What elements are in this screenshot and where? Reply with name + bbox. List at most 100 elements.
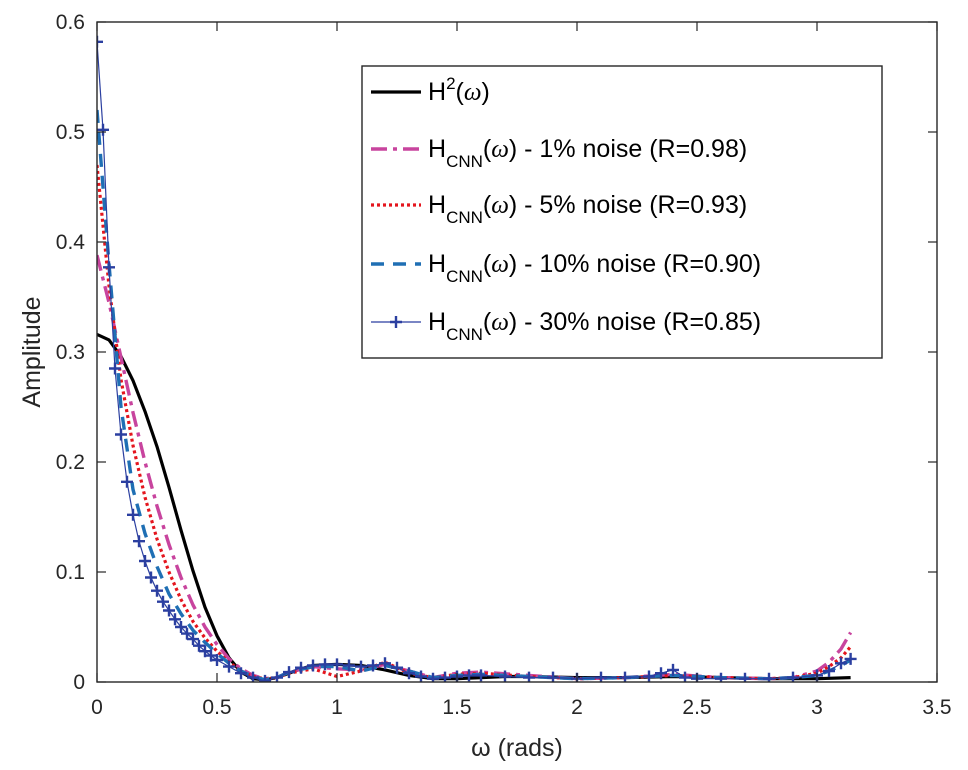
- series-marker-4-15: [181, 627, 193, 640]
- series-marker-4-6: [127, 508, 139, 521]
- legend-entry-4: HCNN(ω) - 30% noise (R=0.85): [428, 308, 761, 344]
- legend-var-2: ω: [491, 192, 509, 219]
- x-tick-label: 0: [91, 696, 103, 719]
- series-marker-4-30: [331, 658, 343, 671]
- series-marker-4-20: [211, 654, 223, 666]
- y-tick-label: 0.2: [56, 451, 85, 474]
- series-marker-4-10: [151, 584, 163, 597]
- series-marker-4-36: [403, 667, 415, 680]
- series-marker-4-59: [823, 665, 835, 677]
- series-marker-4-12: [163, 604, 175, 617]
- series-marker-4-21: [223, 660, 235, 673]
- legend-box: [361, 65, 883, 359]
- y-tick-label: 0.3: [56, 341, 85, 364]
- series-marker-4-42: [475, 669, 487, 682]
- legend-rest-2: - 5% noise (R=0.93): [517, 191, 747, 219]
- legend-var-1: ω: [491, 136, 509, 163]
- legend-close-paren-0: ): [482, 78, 490, 106]
- legend-entry-3: HCNN(ω) - 10% noise (R=0.90): [428, 250, 761, 286]
- legend-close-paren-1: ): [509, 135, 517, 163]
- legend-main-3: H: [428, 250, 446, 278]
- legend-open-paren-3: (: [483, 250, 492, 278]
- series-marker-4-11: [157, 595, 169, 608]
- series-marker-4-43: [499, 670, 511, 682]
- series-marker-4-26: [283, 666, 295, 679]
- legend-main-2: H: [428, 191, 446, 219]
- legend-open-paren-4: (: [483, 308, 492, 336]
- y-axis-label: Amplitude: [18, 296, 46, 407]
- x-tick-label: 3.5: [922, 696, 951, 719]
- legend-close-paren-4: ): [509, 308, 517, 336]
- x-tick-label: 2: [571, 696, 583, 719]
- series-marker-4-32: [355, 660, 367, 673]
- y-tick-label: 0.4: [56, 231, 86, 254]
- series-line-1: [97, 254, 853, 681]
- legend-marker-4: [390, 316, 402, 328]
- x-tick-label: 2.5: [682, 696, 711, 719]
- series-marker-4-41: [463, 669, 475, 682]
- legend-open-paren-0: (: [456, 78, 465, 106]
- legend-rest-1: - 1% noise (R=0.98): [517, 135, 747, 163]
- legend-var-4: ω: [491, 309, 509, 336]
- legend-var-3: ω: [491, 251, 509, 278]
- legend-main-0: H: [428, 78, 446, 106]
- x-tick-label: 3: [811, 696, 823, 719]
- series-marker-4-7: [133, 535, 145, 548]
- series-marker-4-8: [139, 555, 151, 567]
- series-marker-4-0: [97, 35, 103, 48]
- series-marker-4-5: [121, 475, 133, 488]
- legend-open-paren-2: (: [483, 191, 492, 219]
- series-marker-4-35: [391, 661, 403, 674]
- series-marker-4-22: [235, 667, 247, 680]
- series-marker-4-24: [259, 674, 271, 682]
- series-marker-4-2: [103, 261, 115, 274]
- series-marker-4-49: [643, 670, 655, 682]
- x-axis-label: ω (rads): [471, 734, 563, 762]
- series-marker-4-13: [169, 613, 181, 626]
- series-line-2: [97, 164, 852, 681]
- series-marker-4-34: [379, 657, 391, 670]
- series-marker-4-4: [115, 428, 127, 441]
- legend-entry-1: HCNN(ω) - 1% noise (R=0.98): [428, 135, 747, 171]
- y-tick-label: 0.1: [56, 561, 85, 584]
- legend-sub-4: CNN: [446, 325, 483, 344]
- series-marker-4-33: [367, 659, 379, 672]
- series-marker-4-38: [427, 672, 439, 682]
- series-marker-4-3: [109, 362, 121, 375]
- series-marker-4-1: [97, 123, 109, 136]
- legend-sup-0: 2: [446, 74, 455, 93]
- series-marker-4-60: [835, 657, 847, 670]
- series-marker-4-27: [295, 661, 307, 674]
- series-marker-4-28: [307, 659, 319, 672]
- legend-entry-0: H2(ω): [428, 74, 490, 106]
- legend-sub-1: CNN: [446, 152, 483, 171]
- series-marker-4-17: [193, 639, 205, 652]
- legend-var-0: ω: [464, 79, 482, 106]
- series-marker-4-31: [343, 659, 355, 672]
- series-marker-4-54: [715, 672, 727, 682]
- legend-entry-2: HCNN(ω) - 5% noise (R=0.93): [428, 191, 747, 227]
- legend-close-paren-2: ): [509, 191, 517, 219]
- legend-sub-3: CNN: [446, 267, 483, 286]
- x-tick-label: 1.5: [442, 696, 471, 719]
- y-tick-label: 0: [73, 671, 85, 694]
- legend-main-1: H: [428, 135, 446, 163]
- series-marker-4-14: [175, 621, 187, 633]
- y-tick-label: 0.5: [56, 121, 85, 144]
- legend-main-4: H: [428, 308, 446, 336]
- x-tick-label: 1: [331, 696, 343, 719]
- legend-open-paren-1: (: [483, 135, 492, 163]
- series-marker-4-9: [145, 571, 157, 584]
- series-marker-4-16: [187, 633, 199, 646]
- y-tick-label: 0.6: [56, 11, 85, 34]
- series-marker-4-55: [739, 672, 751, 682]
- series-marker-4-37: [415, 670, 427, 682]
- series-marker-4-61: [844, 652, 857, 665]
- legend-close-paren-3: ): [509, 250, 517, 278]
- series-marker-4-56: [763, 672, 775, 682]
- series-marker-4-51: [667, 663, 679, 676]
- series-marker-4-50: [655, 667, 667, 680]
- legend-sub-2: CNN: [446, 208, 483, 227]
- legend-rest-4: - 30% noise (R=0.85): [517, 308, 761, 336]
